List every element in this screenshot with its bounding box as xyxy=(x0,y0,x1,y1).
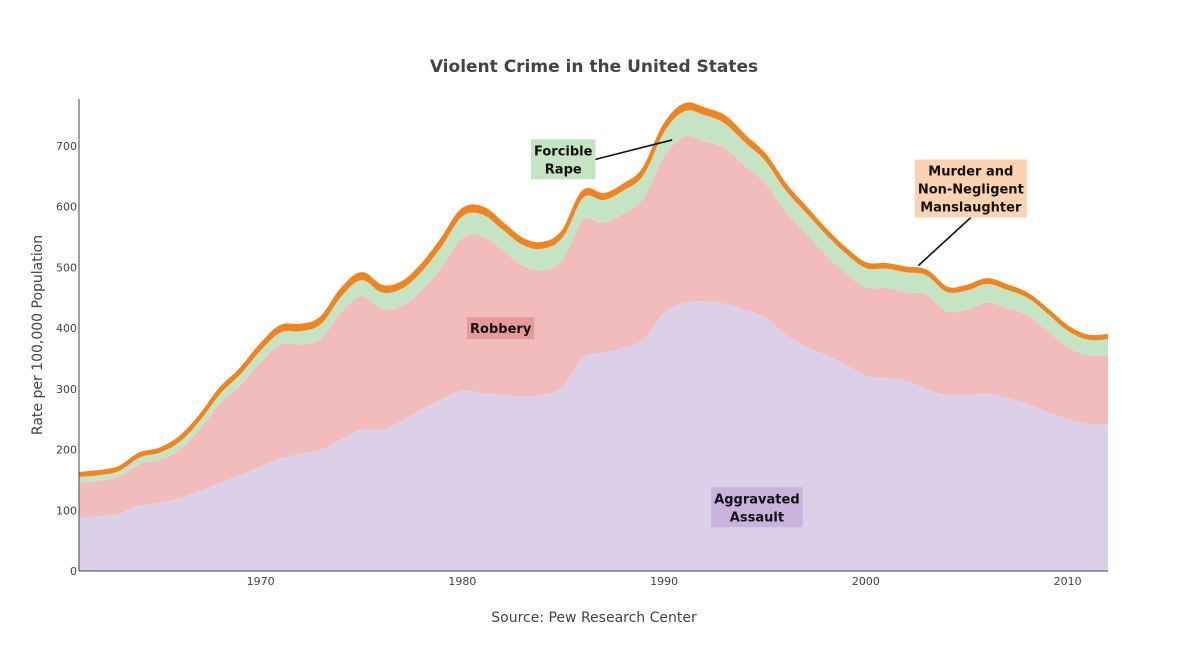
annotation-box xyxy=(531,139,596,180)
annotation-box xyxy=(914,159,1027,218)
x-tick-label: 2010 xyxy=(1054,575,1082,588)
y-tick-label: 700 xyxy=(56,140,77,153)
y-tick-label: 400 xyxy=(56,322,77,335)
x-tick-labels: 1970 1980 1990 2000 2010 xyxy=(247,575,1082,588)
annotation-text: Non-Negligent xyxy=(918,183,1024,198)
annotations: Forcible Rape Murder and Non-Negligent Mansl… xyxy=(467,139,1027,528)
chart-title: Violent Crime in the United States xyxy=(430,57,758,77)
annotation-arrow xyxy=(595,139,673,161)
y-axis-label: Rate per 100,000 Population xyxy=(30,235,46,435)
y-tick-label: 200 xyxy=(56,444,77,457)
area-forcible-rape xyxy=(79,110,1108,483)
x-tick-label: 1990 xyxy=(650,575,678,588)
stacked-areas xyxy=(78,102,1109,571)
annotation-text: Murder and xyxy=(928,165,1013,180)
y-tick-labels: 0 100 200 300 400 500 600 700 xyxy=(56,140,77,578)
annotation-text: Robbery xyxy=(470,322,532,337)
axes xyxy=(78,99,1108,572)
annotation-box xyxy=(467,317,535,340)
annotation-text: Assault xyxy=(730,510,784,525)
annotation-robbery: Robbery xyxy=(467,317,535,340)
y-tick-label: 500 xyxy=(56,261,77,274)
annotation-murder-and-non-negligent-manslaughter: Murder and Non-Negligent Manslaughter xyxy=(914,159,1027,267)
x-axis-label: Source: Pew Research Center xyxy=(491,610,697,626)
annotation-text: Aggravated xyxy=(714,492,799,507)
y-tick-label: 0 xyxy=(70,565,77,578)
y-tick-label: 600 xyxy=(56,201,77,214)
annotation-box xyxy=(711,487,803,528)
annotation-arrow xyxy=(917,216,972,267)
annotation-aggravated-assault: Aggravated Assault xyxy=(711,487,803,528)
area-murder-and-non-negligent-manslaughter xyxy=(79,104,1108,477)
x-tick-label: 1980 xyxy=(448,575,476,588)
annotation-text: Forcible xyxy=(534,144,593,159)
y-tick-label: 100 xyxy=(56,504,77,517)
area-robbery xyxy=(79,136,1108,518)
area-aggravated-assault xyxy=(79,301,1108,571)
x-tick-label: 1970 xyxy=(247,575,275,588)
annotation-text: Manslaughter xyxy=(920,201,1022,216)
line-murder-and-non-negligent-manslaughter xyxy=(78,102,1109,476)
annotation-forcible-rape: Forcible Rape xyxy=(531,139,673,180)
y-tick-label: 300 xyxy=(56,383,77,396)
annotation-text: Rape xyxy=(545,162,582,177)
x-tick-label: 2000 xyxy=(852,575,880,588)
